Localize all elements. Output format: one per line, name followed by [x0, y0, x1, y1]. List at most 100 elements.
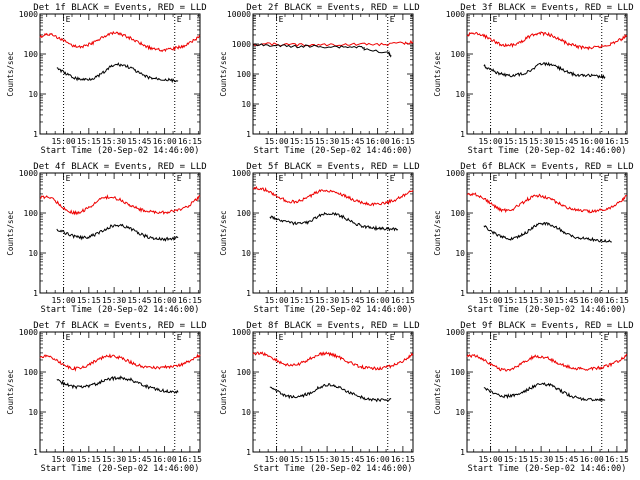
event-marker-label: E: [279, 174, 284, 183]
y-axis-label: Counts/sec: [433, 369, 442, 414]
y-tick-label: 1000: [19, 10, 38, 19]
x-tick-label: 15:15: [290, 296, 314, 305]
y-tick-label: 10: [455, 408, 465, 417]
y-tick-label: 1000: [446, 10, 465, 19]
series-line-events: [56, 375, 179, 394]
event-marker-label: E: [390, 15, 395, 24]
x-tick-label: 16:15: [391, 137, 415, 146]
x-tick-label: 16:15: [391, 455, 415, 464]
series-line-events: [56, 223, 179, 242]
x-tick-label: 15:45: [127, 455, 151, 464]
x-tick-label: 16:15: [605, 296, 629, 305]
x-tick-label: 16:15: [178, 455, 202, 464]
y-tick-label: 100: [24, 209, 39, 218]
x-tick-label: 15:00: [479, 455, 503, 464]
x-tick-label: 15:45: [340, 455, 364, 464]
x-tick-label: 15:45: [340, 296, 364, 305]
x-tick-label: 15:45: [340, 137, 364, 146]
y-tick-label: 1: [460, 130, 465, 139]
y-tick-label: 10: [241, 249, 251, 258]
x-tick-label: 16:00: [153, 296, 177, 305]
chart-panel-9: Det 9f BLACK = Events, RED = LLD 1 10 100 10…: [433, 321, 634, 474]
chart-title: Det 1f BLACK = Events, RED = LLD: [33, 3, 206, 13]
y-axis-label: Counts/sec: [433, 210, 442, 255]
x-axis-label: Start Time (20-Sep-02 14:46:00): [468, 305, 627, 315]
y-tick-label: 100: [451, 50, 466, 59]
event-marker-label: E: [279, 15, 284, 24]
x-tick-label: 15:30: [315, 137, 339, 146]
chart-title: Det 4f BLACK = Events, RED = LLD: [33, 162, 206, 172]
y-axis-label: Counts/sec: [219, 51, 228, 96]
series-line-lld: [39, 353, 201, 372]
x-tick-label: 15:30: [102, 296, 126, 305]
y-tick-label: 1: [246, 130, 251, 139]
plot-frame: [252, 172, 414, 294]
event-marker-label: E: [604, 15, 609, 24]
y-tick-label: 1: [33, 130, 38, 139]
y-axis-label: Counts/sec: [219, 369, 228, 414]
plot-frame: [466, 331, 628, 453]
y-tick-label: 100: [451, 209, 466, 218]
series-line-lld: [252, 351, 414, 371]
x-axis-label: Start Time (20-Sep-02 14:46:00): [254, 464, 413, 474]
series-line-lld: [252, 186, 414, 207]
x-tick-label: 15:15: [77, 296, 101, 305]
y-tick-label: 10: [455, 90, 465, 99]
chart-panel-3: Det 3f BLACK = Events, RED = LLD 1 10 100 10…: [433, 3, 634, 156]
chart-panel-4: Det 4f BLACK = Events, RED = LLD 1 10 100 10…: [6, 162, 207, 315]
event-marker-label: E: [177, 15, 182, 24]
y-tick-label: 1: [33, 448, 38, 457]
x-tick-label: 15:45: [554, 296, 578, 305]
x-tick-label: 15:15: [290, 455, 314, 464]
x-tick-label: 15:45: [127, 296, 151, 305]
x-tick-label: 15:00: [265, 137, 289, 146]
event-marker-label: E: [604, 174, 609, 183]
chart-title: Det 3f BLACK = Events, RED = LLD: [460, 3, 633, 13]
x-axis-label: Start Time (20-Sep-02 14:46:00): [254, 146, 413, 156]
x-tick-label: 16:00: [580, 296, 604, 305]
series-line-lld: [39, 30, 201, 53]
chart-title: Det 7f BLACK = Events, RED = LLD: [33, 321, 206, 331]
series-line-lld: [466, 192, 628, 214]
x-tick-label: 15:15: [77, 455, 101, 464]
y-tick-label: 100: [237, 368, 252, 377]
y-axis-label: Counts/sec: [6, 210, 15, 255]
x-axis-label: Start Time (20-Sep-02 14:46:00): [468, 464, 627, 474]
chart-panel-5: Det 5f BLACK = Events, RED = LLD 1 10 100 10…: [219, 162, 420, 315]
y-tick-label: 10: [455, 249, 465, 258]
x-tick-label: 16:00: [580, 455, 604, 464]
y-tick-label: 1000: [446, 328, 465, 337]
x-tick-label: 16:00: [153, 455, 177, 464]
x-tick-label: 15:30: [529, 455, 553, 464]
y-tick-label: 10: [241, 100, 251, 109]
event-marker-label: E: [66, 333, 71, 342]
event-marker-label: E: [493, 15, 498, 24]
chart-panel-2: Det 2f BLACK = Events, RED = LLD 1 10 100 10…: [219, 3, 420, 156]
y-axis-label: Counts/sec: [433, 51, 442, 96]
event-marker-label: E: [177, 333, 182, 342]
x-tick-label: 15:45: [554, 137, 578, 146]
series-line-events: [269, 211, 399, 232]
event-marker-label: E: [390, 333, 395, 342]
x-tick-label: 16:00: [153, 137, 177, 146]
y-tick-label: 1: [246, 448, 251, 457]
event-marker-label: E: [604, 333, 609, 342]
y-tick-label: 1000: [446, 169, 465, 178]
event-marker-label: E: [177, 174, 182, 183]
x-tick-label: 15:00: [479, 137, 503, 146]
y-tick-label: 10: [28, 249, 38, 258]
chart-title: Det 5f BLACK = Events, RED = LLD: [246, 162, 419, 172]
y-tick-label: 100: [24, 50, 39, 59]
plot-frame: [466, 13, 628, 135]
chart-panel-1: Det 1f BLACK = Events, RED = LLD 1 10 100 10…: [6, 3, 207, 156]
x-tick-label: 16:15: [605, 455, 629, 464]
event-marker-label: E: [390, 174, 395, 183]
y-tick-label: 1000: [232, 40, 251, 49]
x-tick-label: 16:00: [366, 296, 390, 305]
plot-frame: [39, 13, 201, 135]
y-tick-label: 100: [451, 368, 466, 377]
series-line-lld: [466, 353, 628, 372]
x-tick-label: 15:15: [290, 137, 314, 146]
x-tick-label: 15:00: [265, 296, 289, 305]
